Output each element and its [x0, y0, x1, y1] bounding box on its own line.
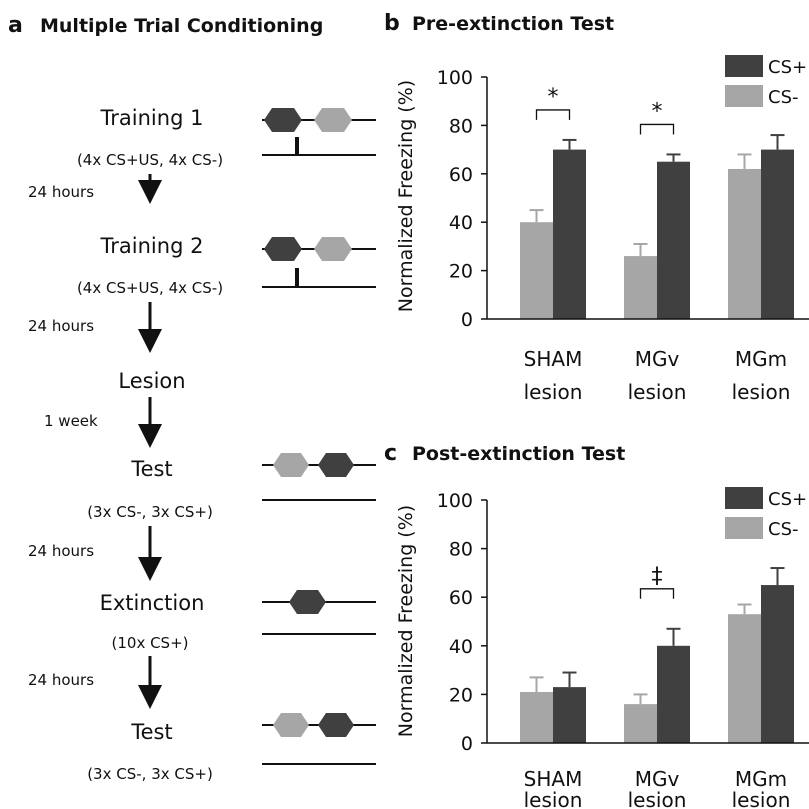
cs-plus-tone — [264, 108, 302, 132]
legend-label: CS- — [768, 519, 799, 540]
cs-plus-tone — [289, 590, 326, 614]
category-label: lesion — [732, 788, 791, 809]
bar — [657, 161, 690, 319]
cs-minus-tone — [273, 453, 309, 477]
step-test-2-detail: (3x CS-, 3x CS+) — [87, 765, 213, 783]
shock-marker — [295, 268, 299, 287]
category-label: lesion — [524, 788, 583, 809]
y-tick-label: 40 — [449, 212, 473, 234]
bar — [520, 222, 553, 319]
y-tick-label: 100 — [437, 67, 473, 89]
category-label: MGv — [635, 767, 680, 791]
category-label: lesion — [732, 380, 791, 404]
y-tick-label: 100 — [437, 490, 473, 512]
schematic-training-2 — [262, 237, 376, 288]
category-label: MGm — [735, 347, 787, 371]
cs-plus-tone — [318, 713, 354, 737]
legend-label: CS+ — [768, 489, 807, 510]
cs-minus-tone — [314, 108, 352, 132]
panel-a-title: Multiple Trial Conditioning — [40, 15, 323, 37]
category-label: lesion — [524, 380, 583, 404]
step-lesion: Lesion — [118, 369, 185, 393]
step-test-1-detail: (3x CS-, 3x CS+) — [87, 503, 213, 521]
panel-c-letter: c — [384, 441, 397, 466]
cs-plus-tone — [318, 453, 354, 477]
bar — [728, 168, 761, 319]
interval-1: 24 hours — [28, 183, 94, 201]
y-tick-label: 60 — [449, 587, 473, 609]
legend-swatch — [725, 85, 763, 107]
bar — [520, 691, 553, 743]
significance-bracket — [639, 123, 675, 135]
chart-post-extinction: c Post-extinction Test Normalized Freezi… — [384, 441, 809, 809]
step-training-1-detail: (4x CS+US, 4x CS-) — [77, 151, 223, 169]
category-label: MGv — [635, 347, 680, 371]
category-label: MGm — [735, 767, 787, 791]
panel-a-letter: a — [8, 13, 23, 38]
interval-4: 24 hours — [28, 542, 94, 560]
step-extinction: Extinction — [100, 591, 205, 615]
bar — [553, 687, 586, 743]
schematic-test-1 — [262, 453, 376, 501]
bar — [657, 645, 690, 743]
step-training-2-detail: (4x CS+US, 4x CS-) — [77, 279, 223, 297]
category-label: lesion — [628, 788, 687, 809]
shock-marker — [295, 137, 299, 155]
cs-plus-tone — [264, 237, 302, 261]
y-tick-label: 80 — [449, 115, 473, 137]
category-label: SHAM — [524, 767, 583, 791]
y-tick-label: 20 — [449, 261, 473, 283]
step-extinction-detail: (10x CS+) — [112, 634, 189, 652]
significance-marker: * — [652, 99, 663, 124]
panel-a: a Multiple Trial Conditioning Training 1… — [8, 13, 376, 783]
legend-label: CS+ — [768, 57, 807, 78]
cs-minus-tone — [314, 237, 352, 261]
y-tick-label: 20 — [449, 684, 473, 706]
chart-c-title: Post-extinction Test — [412, 443, 625, 465]
category-label: SHAM — [524, 347, 583, 371]
bar — [624, 704, 657, 743]
significance-marker: * — [548, 85, 559, 110]
schematic-test-2 — [262, 713, 376, 765]
step-training-1: Training 1 — [100, 106, 204, 130]
significance-bracket — [535, 109, 571, 120]
cs-minus-tone — [273, 713, 309, 737]
significance-marker: ‡ — [652, 564, 663, 589]
legend-swatch — [725, 517, 763, 539]
step-test-1: Test — [130, 457, 172, 481]
legend-label: CS- — [768, 87, 799, 108]
y-tick-label: 0 — [461, 309, 473, 331]
bar — [761, 149, 794, 319]
bar — [761, 585, 794, 743]
chart-c-ylabel: Normalized Freezing (%) — [395, 505, 417, 737]
y-tick-label: 60 — [449, 164, 473, 186]
schematic-training-1 — [262, 108, 376, 156]
panel-b-letter: b — [384, 11, 400, 36]
chart-b-ylabel: Normalized Freezing (%) — [395, 80, 417, 312]
step-test-2: Test — [130, 720, 172, 744]
legend-swatch — [725, 55, 763, 77]
interval-5: 24 hours — [28, 671, 94, 689]
bar — [553, 149, 586, 319]
schematic-extinction — [262, 590, 376, 635]
significance-bracket — [639, 588, 675, 599]
y-tick-label: 0 — [461, 733, 473, 755]
chart-b-title: Pre-extinction Test — [412, 13, 614, 35]
y-tick-label: 80 — [449, 539, 473, 561]
chart-pre-extinction: b Pre-extinction Test Normalized Freezin… — [384, 11, 809, 404]
interval-3: 1 week — [44, 412, 98, 430]
y-tick-label: 40 — [449, 636, 473, 658]
bar — [728, 614, 761, 743]
step-training-2: Training 2 — [100, 234, 204, 258]
category-label: lesion — [628, 380, 687, 404]
legend-swatch — [725, 487, 763, 509]
interval-2: 24 hours — [28, 317, 94, 335]
bar — [624, 256, 657, 319]
